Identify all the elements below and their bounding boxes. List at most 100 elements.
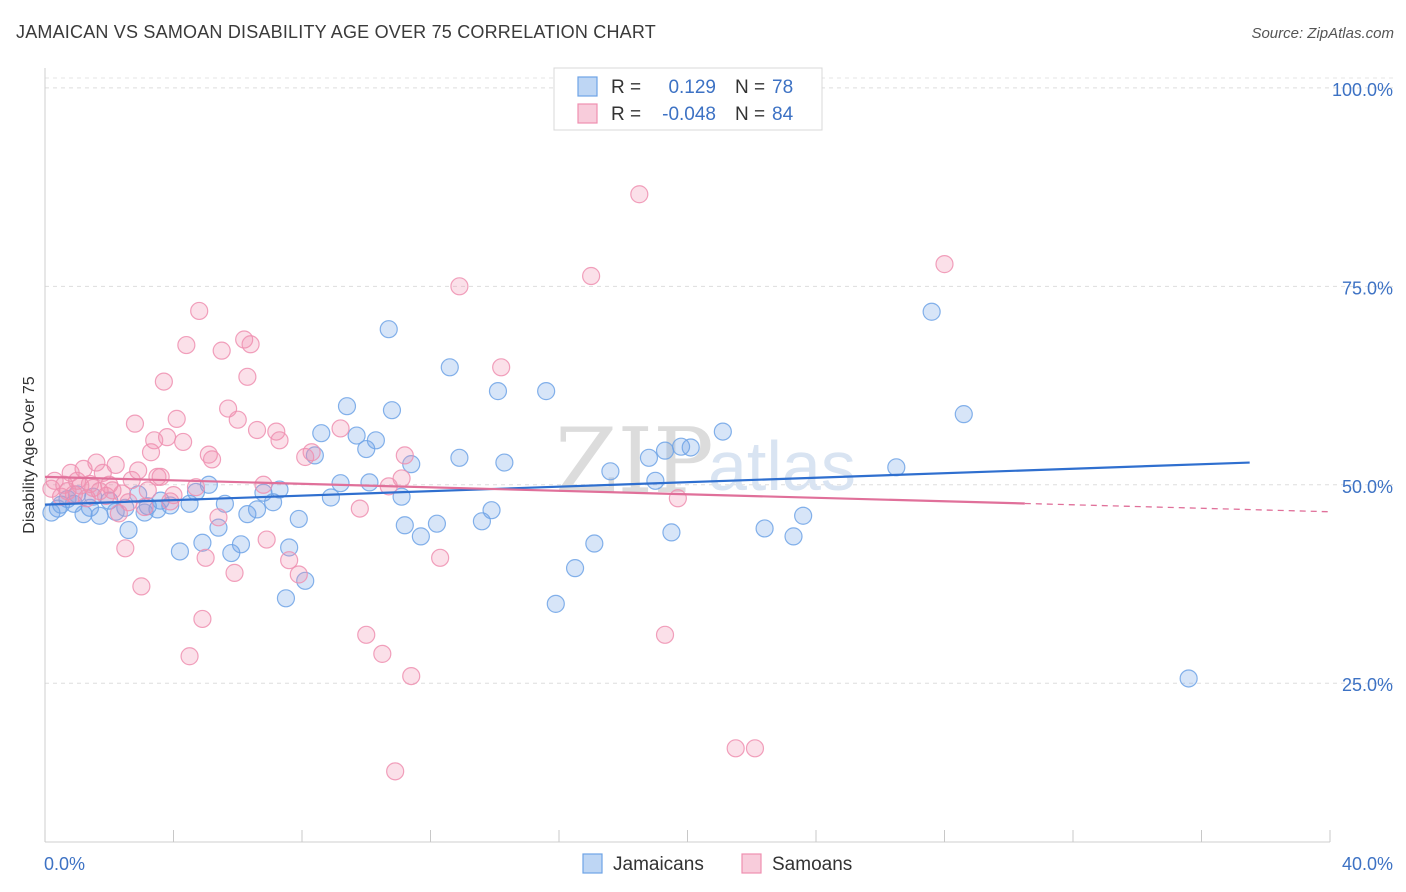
legend-r-label: R = bbox=[611, 104, 641, 125]
legend-r-value: 0.129 bbox=[668, 77, 716, 98]
jamaican-point bbox=[794, 506, 813, 525]
jamaican-point bbox=[119, 520, 138, 540]
samoan-point bbox=[151, 467, 170, 486]
jamaican-point bbox=[366, 431, 385, 450]
jamaican-point bbox=[546, 594, 565, 613]
legend-r-value: -0.048 bbox=[662, 104, 716, 125]
samoan-point bbox=[289, 565, 308, 584]
legend-swatch bbox=[577, 103, 598, 124]
samoan-point bbox=[357, 625, 376, 644]
samoan-point bbox=[270, 431, 289, 450]
samoan-point bbox=[138, 481, 157, 500]
legend-swatch bbox=[577, 76, 598, 97]
legend-box bbox=[553, 67, 823, 131]
jamaican-point bbox=[247, 500, 267, 519]
samoan-point bbox=[116, 539, 135, 558]
samoan-trend-line bbox=[44, 475, 1025, 505]
samoan-point bbox=[157, 428, 177, 447]
jamaican-point bbox=[537, 382, 556, 401]
y-tick-label: 75.0% bbox=[1342, 278, 1393, 298]
samoan-point bbox=[395, 446, 414, 465]
source-label: Source: ZipAtlas.com bbox=[1251, 25, 1394, 42]
samoan-point bbox=[177, 335, 196, 355]
jamaican-point bbox=[662, 523, 681, 542]
tick-labels: 25.0% 50.0% 75.0% 100.0% 0.0% 40.0% bbox=[44, 80, 1393, 874]
jamaican-point bbox=[280, 538, 299, 557]
samoan-point bbox=[225, 563, 244, 582]
watermark-atlas: atlas bbox=[708, 427, 856, 505]
samoan-point bbox=[386, 762, 405, 781]
jamaican-point bbox=[231, 535, 251, 554]
samoan-point bbox=[129, 461, 148, 480]
samoan-point bbox=[100, 475, 119, 494]
samoan-point bbox=[193, 609, 212, 629]
y-tick-label: 100.0% bbox=[1332, 80, 1393, 100]
legend-top: R = 0.129 N = 78 R = -0.048 N = 84 bbox=[553, 67, 823, 131]
samoan-point bbox=[373, 644, 392, 663]
samoan-point bbox=[241, 335, 260, 354]
samoan-point bbox=[582, 266, 601, 286]
samoan-point bbox=[302, 443, 321, 462]
samoan-point bbox=[209, 508, 228, 527]
samoan-point bbox=[331, 419, 350, 438]
jamaican-point bbox=[347, 426, 366, 445]
jamaican-point bbox=[585, 534, 604, 553]
jamaican-point bbox=[427, 514, 447, 533]
samoan-point bbox=[238, 367, 257, 386]
jamaican-point bbox=[337, 397, 357, 416]
trend-lines bbox=[44, 461, 1331, 513]
jamaican-point bbox=[90, 506, 109, 525]
jamaican-point bbox=[411, 527, 430, 546]
jamaican-point bbox=[655, 441, 675, 460]
jamaican-point bbox=[321, 488, 341, 507]
samoan-point bbox=[125, 414, 145, 433]
samoan-point bbox=[196, 548, 215, 567]
samoan-point bbox=[247, 420, 267, 440]
jamaican-point bbox=[482, 501, 501, 520]
legend-r-label: R = bbox=[611, 77, 641, 98]
jamaican-point bbox=[646, 471, 665, 490]
samoan-point bbox=[167, 409, 186, 428]
watermark-zip: ZIP bbox=[555, 409, 714, 514]
samoan-point bbox=[257, 530, 276, 549]
jamaican-point bbox=[1179, 669, 1198, 688]
legend-bottom-label: Jamaicans bbox=[613, 854, 704, 875]
samoan-point bbox=[726, 739, 745, 758]
samoan-point bbox=[402, 666, 421, 686]
jamaican-point bbox=[238, 505, 257, 524]
legend-bottom: Jamaicans Samoans bbox=[582, 853, 852, 875]
legend-n-label: N = bbox=[735, 77, 765, 98]
samoan-point bbox=[630, 185, 649, 204]
jamaican-point bbox=[312, 424, 331, 443]
jamaican-point bbox=[106, 502, 125, 521]
samoan-point bbox=[280, 551, 299, 570]
jamaican-point bbox=[360, 473, 379, 492]
jamaican-point bbox=[601, 462, 620, 481]
samoan-point bbox=[492, 358, 511, 377]
samoan-point bbox=[228, 410, 247, 429]
jamaican-point bbox=[784, 527, 803, 546]
jamaican-point bbox=[922, 302, 941, 321]
samoan-point bbox=[450, 277, 469, 296]
samoan-point bbox=[431, 548, 450, 567]
jamaican-point bbox=[379, 320, 398, 339]
jamaican-point bbox=[382, 401, 402, 420]
samoan-point bbox=[655, 625, 675, 644]
jamaican-point bbox=[755, 519, 774, 538]
jamaican-point bbox=[565, 559, 585, 578]
y-tick-label: 25.0% bbox=[1342, 675, 1393, 695]
samoan-point bbox=[745, 739, 765, 758]
samoan-trend-line-extension bbox=[1024, 502, 1331, 513]
samoan-point bbox=[174, 432, 193, 452]
samoan-point bbox=[87, 453, 106, 472]
axes bbox=[44, 68, 1331, 843]
legend-bottom-label: Samoans bbox=[772, 854, 852, 875]
samoan-point bbox=[103, 481, 122, 500]
jamaican-point bbox=[193, 533, 212, 552]
jamaican-point bbox=[440, 358, 459, 377]
jamaican-point bbox=[954, 405, 973, 424]
samoan-point bbox=[180, 647, 199, 666]
samoan-point bbox=[186, 478, 206, 497]
jamaican-point bbox=[713, 422, 732, 441]
